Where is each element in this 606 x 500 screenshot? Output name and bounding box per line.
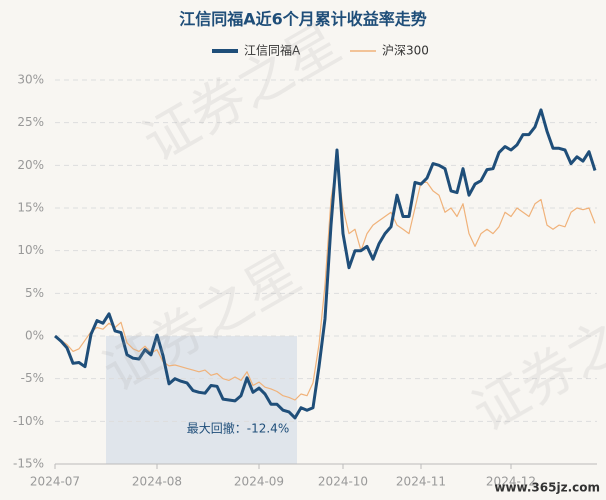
x-tick-label: 2024-12 bbox=[486, 475, 536, 489]
y-tick-label: 10% bbox=[17, 243, 44, 257]
x-tick-label: 2024-11 bbox=[396, 475, 446, 489]
y-tick-label: -15% bbox=[13, 457, 44, 471]
x-tick-label: 2024-07 bbox=[30, 475, 80, 489]
x-tick-label: 2024-08 bbox=[132, 475, 182, 489]
legend-label: 沪深300 bbox=[382, 44, 429, 58]
x-tick-label: 2024-09 bbox=[234, 475, 284, 489]
y-tick-label: 0% bbox=[25, 329, 44, 343]
y-tick-label: -5% bbox=[21, 371, 44, 385]
legend-label: 江信同福A bbox=[244, 43, 301, 58]
y-tick-label: 25% bbox=[17, 115, 44, 129]
series-line bbox=[54, 160, 596, 401]
y-tick-label: -10% bbox=[13, 414, 44, 428]
y-tick-label: 30% bbox=[17, 73, 44, 87]
y-tick-label: 15% bbox=[17, 201, 44, 215]
chart-title: 江信同福A近6个月累计收益率走势 bbox=[179, 10, 427, 29]
y-tick-label: 5% bbox=[25, 286, 44, 300]
x-tick-label: 2024-10 bbox=[318, 475, 368, 489]
y-tick-label: 20% bbox=[17, 158, 44, 172]
source: www.365jz.com bbox=[494, 481, 600, 495]
series-line bbox=[54, 108, 597, 420]
annotation: 最大回撤：-12.4% bbox=[187, 421, 289, 436]
